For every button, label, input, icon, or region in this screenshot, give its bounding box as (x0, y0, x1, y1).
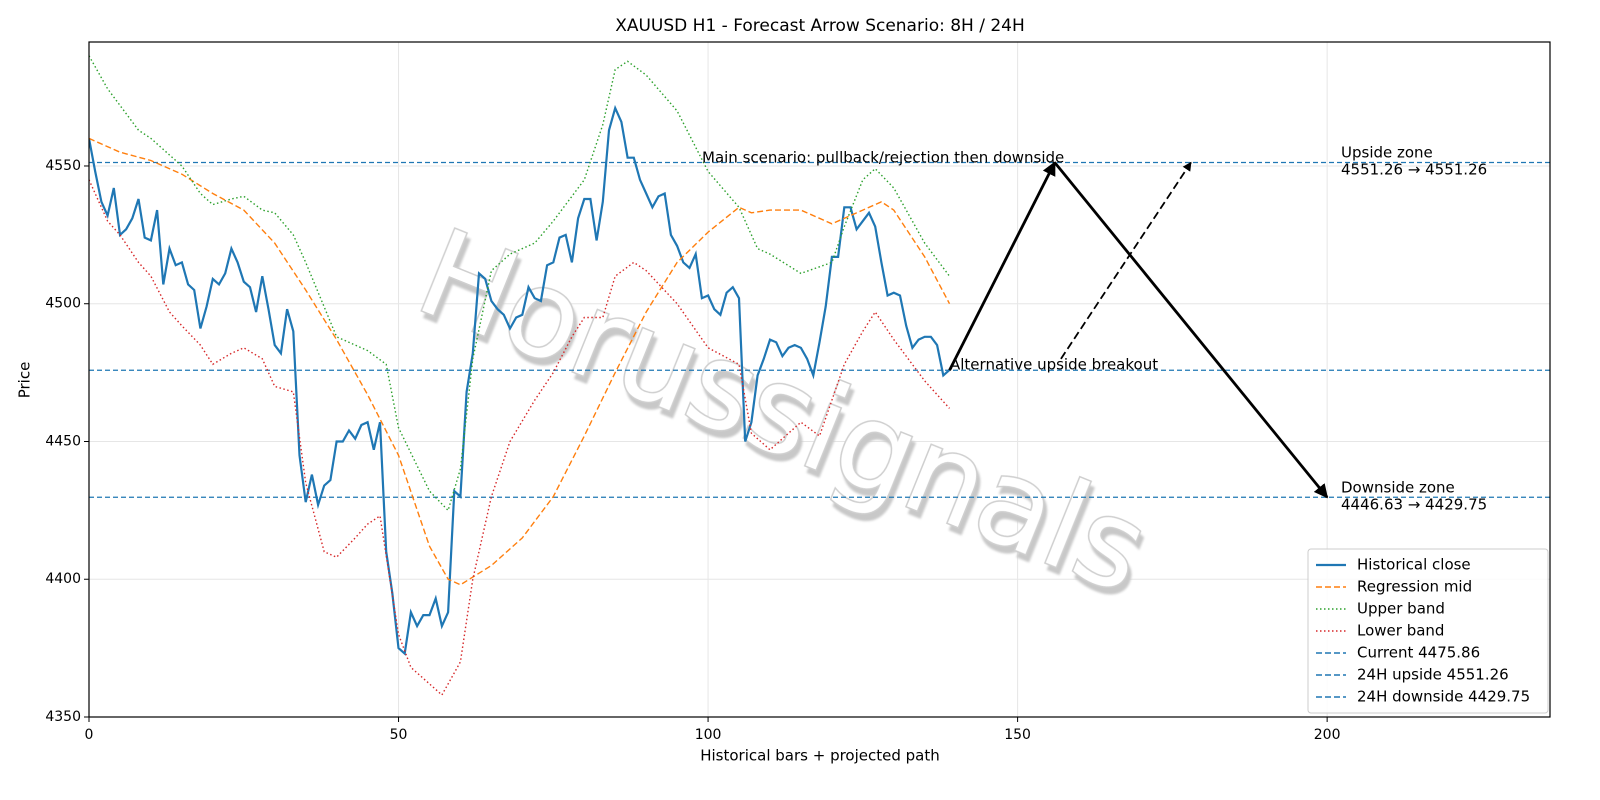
x-tick-label: 100 (695, 727, 722, 743)
y-tick-label: 4400 (45, 571, 81, 587)
scenario-arrow (1060, 161, 1192, 360)
y-tick-label: 4500 (45, 296, 81, 312)
zone-label: Upside zone (1341, 144, 1433, 162)
legend-label: Upper band (1357, 600, 1445, 618)
y-tick-label: 4350 (45, 709, 81, 725)
x-tick-label: 0 (85, 727, 94, 743)
legend-label: Lower band (1357, 622, 1444, 640)
legend-label: 24H upside 4551.26 (1357, 666, 1509, 684)
series-line (89, 179, 951, 697)
x-tick-label: 200 (1314, 727, 1341, 743)
plot-frame (88, 41, 1551, 718)
annotation: Alternative upside breakout (950, 356, 1158, 374)
zone-label: Downside zone (1341, 479, 1455, 497)
plot (89, 55, 1550, 697)
y-axis-label: Price (16, 362, 34, 399)
watermark: Horussignals (400, 204, 1165, 621)
zone-label: 4551.26 → 4551.26 (1341, 161, 1487, 179)
legend: Historical close Regression mid Upper band… (1307, 548, 1549, 714)
y-tick-label: 4550 (45, 158, 81, 174)
legend-label: Regression mid (1357, 578, 1472, 596)
scenario-arrow (948, 161, 1056, 371)
legend-label: Historical close (1357, 556, 1471, 574)
series-line (89, 55, 951, 512)
scenario-arrow (1053, 161, 1329, 499)
x-axis-label: Historical bars + projected path (700, 747, 940, 765)
x-tick-label: 50 (390, 727, 408, 743)
zone-label: 4446.63 → 4429.75 (1341, 496, 1487, 514)
legend-box (1307, 548, 1549, 714)
annotation: Main scenario: pullback/rejection then d… (702, 149, 1064, 167)
series-line (89, 104, 951, 656)
legend-label: 24H downside 4429.75 (1357, 688, 1530, 706)
legend-label: Current 4475.86 (1357, 644, 1480, 662)
chart-title: XAUUSD H1 - Forecast Arrow Scenario: 8H … (615, 16, 1025, 36)
x-tick-label: 150 (1004, 727, 1031, 743)
series-line (89, 137, 951, 586)
y-tick-label: 4450 (45, 433, 81, 449)
